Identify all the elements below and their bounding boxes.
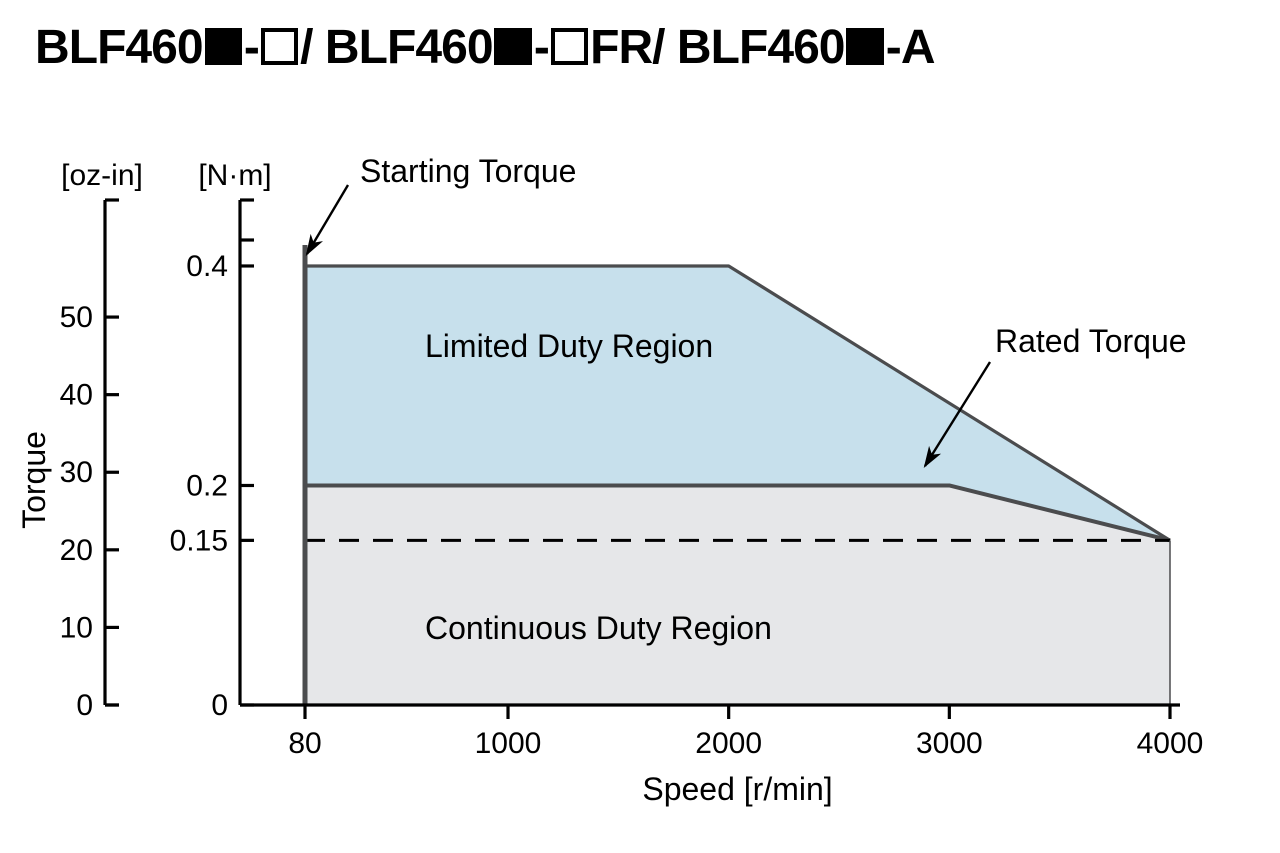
limited-duty-label: Limited Duty Region bbox=[425, 328, 713, 364]
continuous-duty-region bbox=[305, 485, 1170, 705]
x-axis-label: Speed [r/min] bbox=[642, 771, 832, 807]
svg-text:80: 80 bbox=[288, 727, 321, 760]
svg-text:3000: 3000 bbox=[916, 727, 983, 760]
svg-text:0.2: 0.2 bbox=[186, 469, 228, 502]
starting-torque-arrow bbox=[307, 185, 348, 254]
torque-speed-chart: 0 0.15 0.2 0.4 [N·m] 0 10 20 30 40 50 [oz-in] 80 1000… bbox=[0, 0, 1280, 853]
continuous-duty-label: Continuous Duty Region bbox=[425, 610, 772, 646]
nm-unit-label: [N·m] bbox=[198, 159, 271, 192]
svg-text:1000: 1000 bbox=[475, 727, 542, 760]
svg-text:20: 20 bbox=[60, 534, 93, 567]
svg-text:0: 0 bbox=[76, 689, 93, 722]
svg-text:0: 0 bbox=[211, 689, 228, 722]
svg-text:4000: 4000 bbox=[1137, 727, 1204, 760]
rated-torque-label: Rated Torque bbox=[995, 323, 1187, 359]
svg-text:10: 10 bbox=[60, 611, 93, 644]
svg-text:40: 40 bbox=[60, 379, 93, 412]
ozin-unit-label: [oz-in] bbox=[61, 159, 143, 192]
y-axis-title: Torque bbox=[16, 431, 52, 529]
starting-torque-label: Starting Torque bbox=[360, 153, 576, 189]
svg-text:50: 50 bbox=[60, 301, 93, 334]
svg-text:30: 30 bbox=[60, 456, 93, 489]
svg-text:0.4: 0.4 bbox=[186, 250, 228, 283]
svg-text:0.15: 0.15 bbox=[170, 524, 228, 557]
svg-text:2000: 2000 bbox=[695, 727, 762, 760]
